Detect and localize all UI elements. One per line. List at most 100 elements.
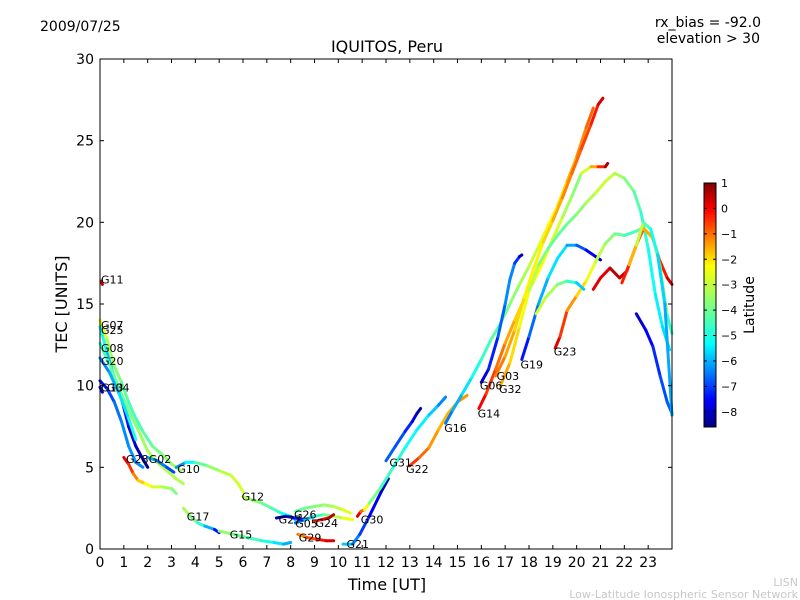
series-segment — [120, 380, 131, 404]
rx-bias-label: rx_bias = -92.0 — [655, 15, 761, 31]
series-segment — [551, 215, 564, 241]
series-segment — [613, 232, 626, 237]
series-segment — [634, 220, 645, 247]
series-segment — [174, 460, 188, 469]
series-g28 — [122, 456, 178, 495]
series-segment — [246, 536, 264, 543]
series-segment — [410, 411, 419, 424]
series-segment — [232, 532, 250, 540]
x-tick-label: 15 — [449, 555, 467, 571]
colorbar-tick-label: 0 — [721, 202, 728, 215]
series-segment — [591, 276, 602, 291]
x-tick-label: 23 — [639, 555, 657, 571]
series-segment — [656, 253, 667, 306]
series-segment — [444, 408, 455, 425]
series-g01 — [634, 312, 674, 415]
x-tick-label: 20 — [568, 555, 586, 571]
series-g03 — [494, 96, 605, 378]
series-segment — [134, 460, 145, 469]
series-segment — [403, 428, 419, 450]
series-segment — [487, 335, 500, 371]
x-tick-label: 22 — [615, 555, 633, 571]
series-segment — [332, 514, 345, 520]
satellite-label: G32 — [499, 383, 522, 396]
series-segment — [189, 514, 200, 525]
colorbar-label: Latitude — [742, 276, 758, 334]
series-segment — [460, 376, 474, 396]
satellite-label: G12 — [242, 491, 265, 504]
series-segment — [553, 335, 562, 350]
series-g26 — [293, 503, 352, 515]
series-segment — [274, 514, 288, 520]
x-tick-label: 4 — [191, 555, 200, 571]
x-tick-label: 13 — [401, 555, 419, 571]
series-segment — [494, 341, 507, 371]
satellite-label: G21 — [347, 538, 370, 551]
series-segment — [160, 452, 173, 466]
series-segment — [98, 341, 111, 366]
series-segment — [203, 524, 216, 531]
series-segment — [427, 428, 440, 450]
series-segment — [296, 532, 309, 540]
series-segment — [98, 379, 109, 391]
x-tick-label: 17 — [496, 555, 514, 571]
series-segment — [599, 266, 612, 280]
series-segment — [579, 165, 593, 175]
satellite-label: G15 — [230, 528, 253, 541]
series-g20 — [98, 356, 138, 442]
colorbar-ticks: 1 0 −1 −2 −3 −4 −5 −6 −7 −8 — [704, 177, 737, 419]
series-segment — [181, 506, 193, 518]
series-segment — [508, 282, 521, 306]
series-segment — [112, 400, 123, 424]
satellite-label: G14 — [478, 407, 501, 420]
series-segment — [141, 429, 154, 448]
colorbar-tick-label: 1 — [721, 177, 728, 190]
satellite-label: G20 — [101, 355, 124, 368]
series-segment — [293, 518, 307, 525]
series-g18 — [534, 279, 586, 316]
colorbar — [703, 182, 717, 428]
footer-network: Low-Latitude Ionospheric Sensor Network — [569, 588, 798, 600]
satellite-label: G22 — [406, 463, 429, 476]
series-segment — [313, 503, 326, 508]
series-g33 — [620, 220, 674, 417]
series-segment — [622, 176, 636, 193]
series-segment — [649, 227, 660, 257]
series-g29 — [296, 532, 336, 543]
series-segment — [518, 264, 531, 286]
series-g06 — [479, 253, 524, 384]
series-segment — [663, 302, 674, 417]
series-segment — [658, 374, 669, 404]
chart-title: IQUITOS, Peru — [331, 37, 443, 56]
series-segment — [127, 444, 138, 464]
satellite-label: G17 — [187, 510, 210, 523]
series-segment — [632, 189, 643, 214]
series-segment — [641, 220, 653, 231]
colorbar-tick-label: −8 — [721, 406, 737, 419]
series-segment — [575, 201, 588, 216]
series-segment — [513, 296, 526, 332]
x-tick-label: 21 — [592, 555, 610, 571]
series-segment — [105, 338, 116, 368]
series-segment — [532, 260, 545, 283]
series-g08 — [98, 341, 185, 486]
series-segment — [579, 122, 593, 151]
series-segment — [658, 260, 669, 280]
satellite-label: G25 — [101, 324, 124, 337]
satellite-label: G07 — [101, 319, 124, 332]
series-segment — [315, 537, 328, 543]
y-tick-label: 10 — [76, 379, 94, 395]
series-segment — [272, 541, 285, 546]
satellite-label: G26 — [294, 509, 317, 522]
series-segment — [165, 469, 178, 481]
series-segment — [108, 371, 121, 396]
series-segment — [534, 296, 548, 316]
satellite-label: G11 — [101, 274, 124, 287]
series-segment — [341, 516, 355, 522]
series-segment — [594, 180, 607, 195]
series-segment — [551, 196, 564, 223]
series-segment — [496, 302, 507, 339]
series-segment — [160, 485, 173, 491]
series-g13 — [98, 379, 145, 469]
series-segment — [260, 501, 274, 510]
